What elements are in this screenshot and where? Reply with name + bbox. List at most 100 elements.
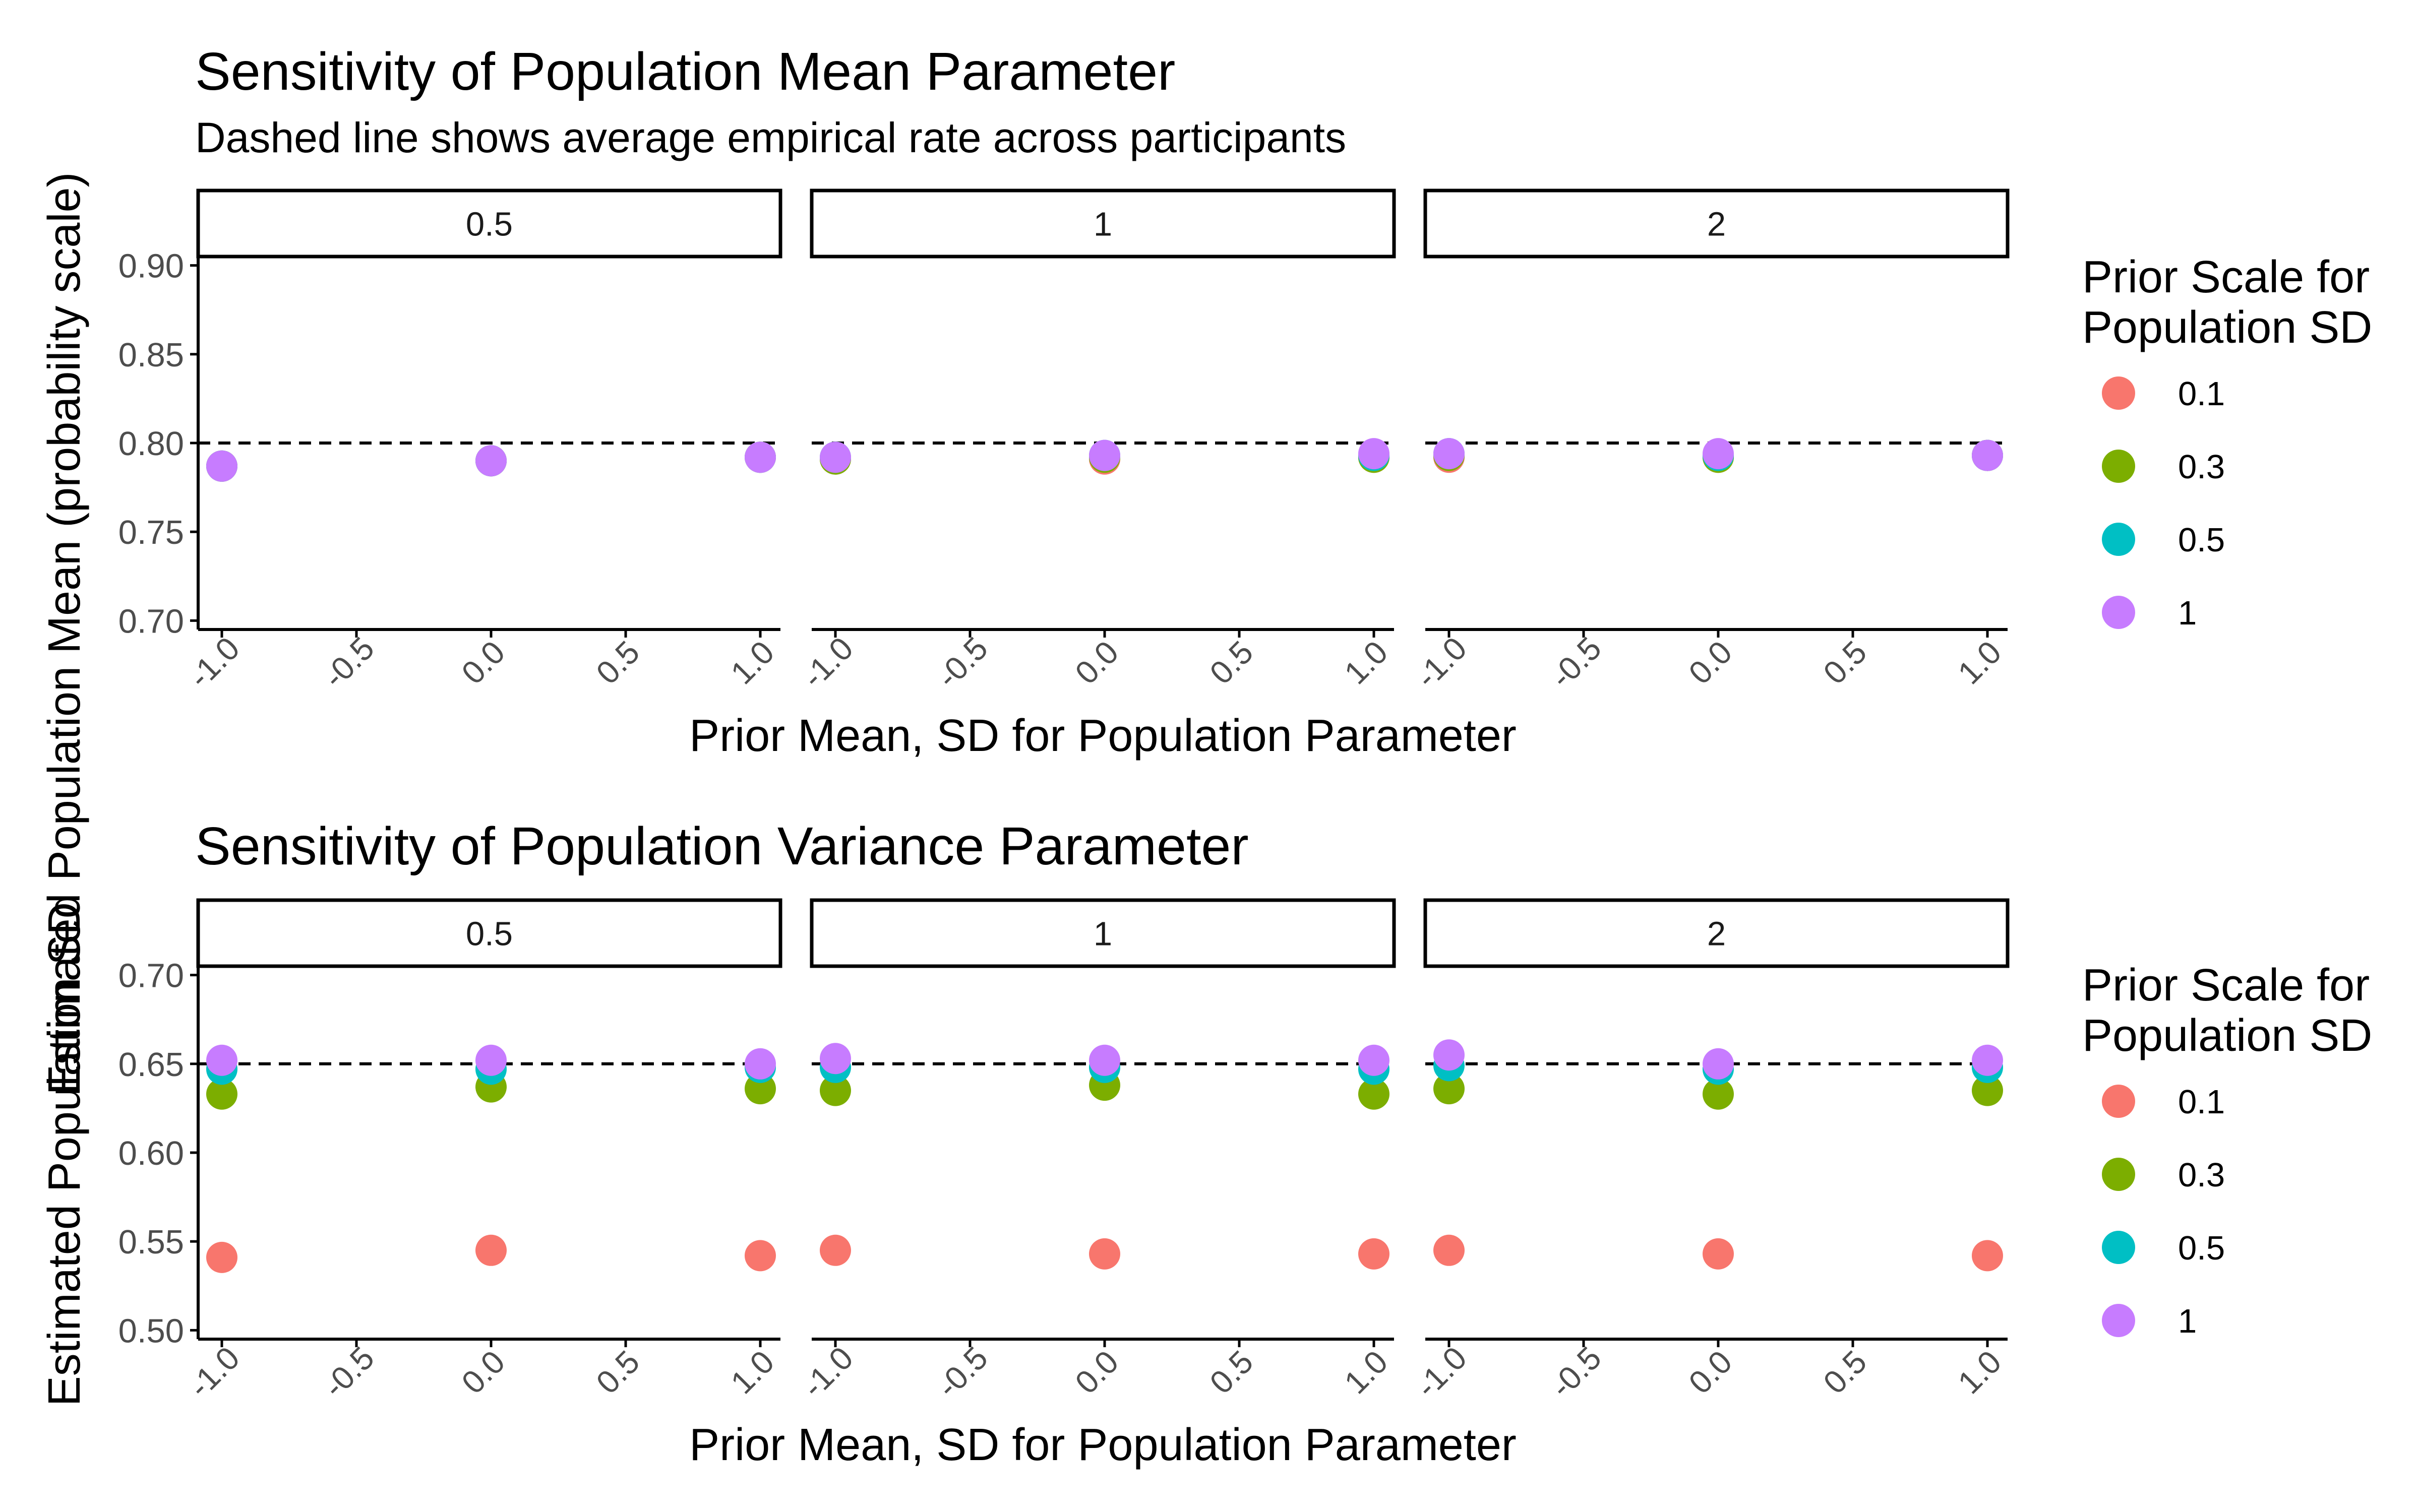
facet-strip-label: 0.5 [466, 206, 513, 243]
data-point-scale-1-x1 [745, 1048, 776, 1080]
x-tick-label: 0.5 [1817, 1344, 1874, 1401]
data-point-scale-1-x-1 [820, 442, 851, 473]
data-point-scale-03-x1 [1358, 1078, 1389, 1110]
facet-strip [1423, 898, 2010, 968]
x-tick-label: -1.0 [1409, 1340, 1474, 1405]
x-tick-label: -1.0 [795, 630, 860, 695]
legend-key-1 [2102, 596, 2135, 629]
facet-panel-1: 1 -1.0 -0.5 0.0 0.5 1.0 [795, 188, 1396, 695]
y-tick-label: 0.80 [118, 425, 184, 463]
legend-label: 0.1 [2178, 1083, 2225, 1121]
x-tick-label: -0.5 [1543, 630, 1608, 695]
facet-panel-1: 1 -1.0 -0.5 0.0 0.5 1.0 [795, 898, 1396, 1405]
legend-label: 1 [2178, 594, 2197, 632]
data-point-scale-01-x1 [1358, 1238, 1389, 1270]
data-point-scale-1-x1 [1972, 439, 2003, 471]
legend-key-05 [2102, 1231, 2135, 1264]
legend-key-03 [2102, 1158, 2135, 1191]
facet-strip-label: 0.5 [466, 915, 513, 953]
chart-2: Sensitivity of Population Variance Param… [118, 816, 2373, 1470]
data-point-scale-1-x0 [1703, 1048, 1734, 1080]
y-axis: 0.50 0.55 0.60 0.65 0.70 [118, 957, 200, 1350]
legend-label: 0.3 [2178, 448, 2225, 486]
x-tick-label: -1.0 [182, 630, 247, 695]
facet-panel-2: 2 -1.0 -0.5 0.0 0.5 1.0 [1409, 898, 2010, 1405]
data-point-scale-01-x1 [1972, 1240, 2003, 1272]
x-tick-label: 0.5 [589, 634, 647, 691]
facet-strip-label: 1 [1094, 206, 1112, 243]
x-tick-label: 1.0 [724, 634, 781, 691]
data-point-scale-1-x0 [1089, 1044, 1120, 1076]
data-point-scale-1-x0 [475, 1044, 507, 1076]
y-tick-label: 0.90 [118, 247, 184, 285]
data-point-scale-1-x0 [1703, 438, 1734, 470]
legend-label: 0.3 [2178, 1156, 2225, 1194]
x-tick-label: 0.5 [1817, 634, 1874, 691]
data-point-scale-01-x0 [475, 1234, 507, 1266]
facet-strip-label: 1 [1094, 915, 1112, 953]
y-axis-label: Estimated Population Mean (probability s… [39, 172, 90, 1095]
data-point-scale-1-x1 [1972, 1044, 2003, 1076]
facet-strip [810, 898, 1396, 968]
legend-title: Prior Scale for [2082, 960, 2370, 1011]
x-tick-label: -0.5 [316, 630, 381, 695]
data-point-scale-01-x-1 [206, 1241, 237, 1273]
y-tick-label: 0.70 [118, 602, 184, 640]
x-tick-label: -0.5 [930, 630, 995, 695]
x-tick-label: 0.0 [1682, 1344, 1739, 1401]
chart-title: Sensitivity of Population Mean Parameter [195, 42, 1175, 101]
facet-strip [196, 898, 782, 968]
facet-strip-label: 2 [1707, 915, 1726, 953]
legend-label: 0.5 [2178, 1229, 2225, 1267]
y-tick-label: 0.55 [118, 1223, 184, 1261]
legend-title: Population SD [2082, 302, 2372, 353]
legend-title: Population SD [2082, 1011, 2372, 1061]
chart-subtitle: Dashed line shows average empirical rate… [195, 114, 1346, 161]
data-point-scale-01-x-1 [1433, 1234, 1465, 1266]
data-point-scale-1-x-1 [1433, 1039, 1465, 1071]
y-tick-label: 0.65 [118, 1046, 184, 1084]
y-axis-label: Estimated Population SD [39, 902, 90, 1407]
y-tick-label: 0.75 [118, 514, 184, 551]
data-point-scale-01-x0 [1703, 1238, 1734, 1270]
y-tick-label: 0.50 [118, 1312, 184, 1350]
x-tick-label: 1.0 [1338, 634, 1395, 691]
x-tick-label: -1.0 [795, 1340, 860, 1405]
x-tick-label: 0.0 [1682, 634, 1739, 691]
data-point-scale-03-x1 [1972, 1075, 2003, 1106]
x-tick-label: -0.5 [1543, 1340, 1608, 1405]
x-axis-label: Prior Mean, SD for Population Parameter [689, 711, 1517, 761]
x-tick-label: -0.5 [316, 1340, 381, 1405]
data-point-scale-01-x-1 [820, 1234, 851, 1266]
x-tick-label: 0.5 [1203, 634, 1260, 691]
legend-label: 0.5 [2178, 521, 2225, 559]
x-axis-label: Prior Mean, SD for Population Parameter [689, 1420, 1517, 1470]
x-tick-label: 0.0 [455, 634, 512, 691]
data-point-scale-03-x-1 [820, 1075, 851, 1106]
data-point-scale-1-x1 [745, 442, 776, 473]
data-point-scale-03-x-1 [206, 1078, 237, 1110]
data-point-scale-1-x1 [1358, 1044, 1389, 1076]
facet-strip-label: 2 [1707, 206, 1726, 243]
x-tick-label: 0.0 [1068, 634, 1126, 691]
data-point-scale-1-x0 [475, 445, 507, 477]
facet-panel-0.5: 0.5 -1.0 -0.5 0.0 0.5 1.0 [182, 188, 782, 695]
legend-key-03 [2102, 450, 2135, 483]
x-tick-label: -1.0 [182, 1340, 247, 1405]
facet-panel-2: 2 -1.0 -0.5 0.0 0.5 1.0 [1409, 188, 2010, 695]
y-tick-label: 0.60 [118, 1135, 184, 1172]
legend-key-1 [2102, 1304, 2135, 1337]
chart-title: Sensitivity of Population Variance Param… [195, 816, 1249, 876]
x-tick-label: 0.5 [589, 1344, 647, 1401]
data-point-scale-1-x-1 [206, 450, 237, 482]
chart-1: Sensitivity of Population Mean Parameter… [118, 42, 2373, 761]
x-tick-label: -0.5 [930, 1340, 995, 1405]
legend-label: 0.1 [2178, 375, 2225, 413]
data-point-scale-01-x1 [745, 1240, 776, 1272]
data-point-scale-1-x-1 [206, 1044, 237, 1076]
x-tick-label: 1.0 [1338, 1344, 1395, 1401]
facet-strip [1423, 188, 2010, 259]
